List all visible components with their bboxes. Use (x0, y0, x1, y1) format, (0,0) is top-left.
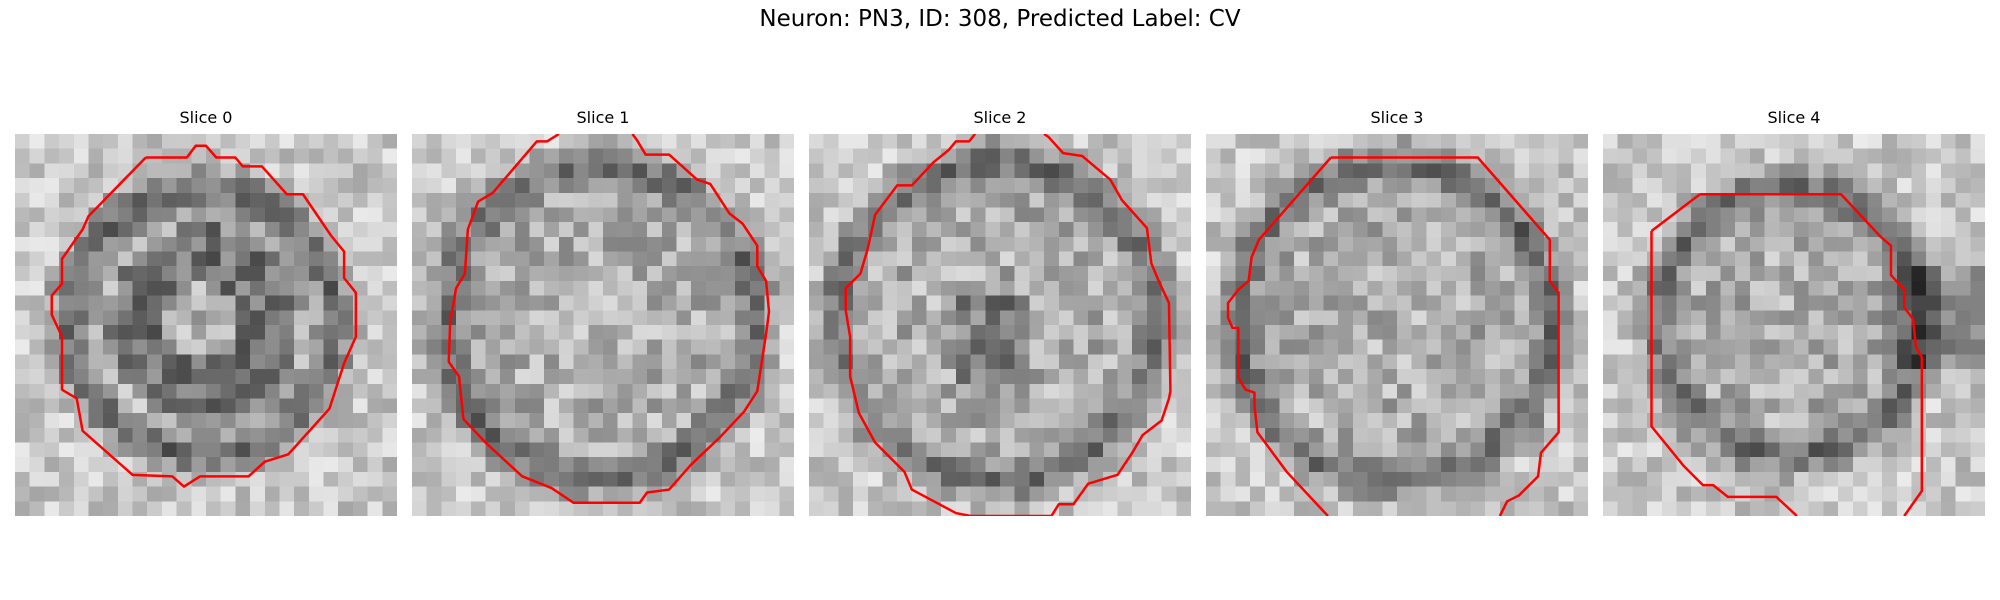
contour-line (844, 134, 1172, 516)
contour-line (1330, 156, 1560, 516)
slice-image (1206, 134, 1588, 516)
contour-line (50, 144, 358, 488)
slice-title: Slice 4 (1767, 108, 1821, 127)
slice-image (412, 134, 794, 516)
slice-image (809, 134, 1191, 516)
slice-title: Slice 0 (179, 108, 233, 127)
slice-image (1603, 134, 1985, 516)
grayscale-pixels (412, 134, 794, 516)
figure-title: Neuron: PN3, ID: 308, Predicted Label: C… (759, 6, 1241, 32)
slice-title: Slice 2 (973, 108, 1027, 127)
contour-line (1650, 230, 1798, 516)
grayscale-pixels (15, 134, 397, 516)
grayscale-pixels (1603, 134, 1985, 516)
contour-line (1226, 156, 1332, 516)
contour-line (1650, 193, 1701, 232)
slice-title: Slice 3 (1370, 108, 1424, 127)
grayscale-pixels (809, 134, 1191, 516)
grayscale-pixels (1206, 134, 1588, 516)
contour-line (1699, 192, 1924, 516)
contour-line (447, 134, 771, 505)
slice-image (15, 134, 397, 516)
slice-title: Slice 1 (576, 108, 630, 127)
